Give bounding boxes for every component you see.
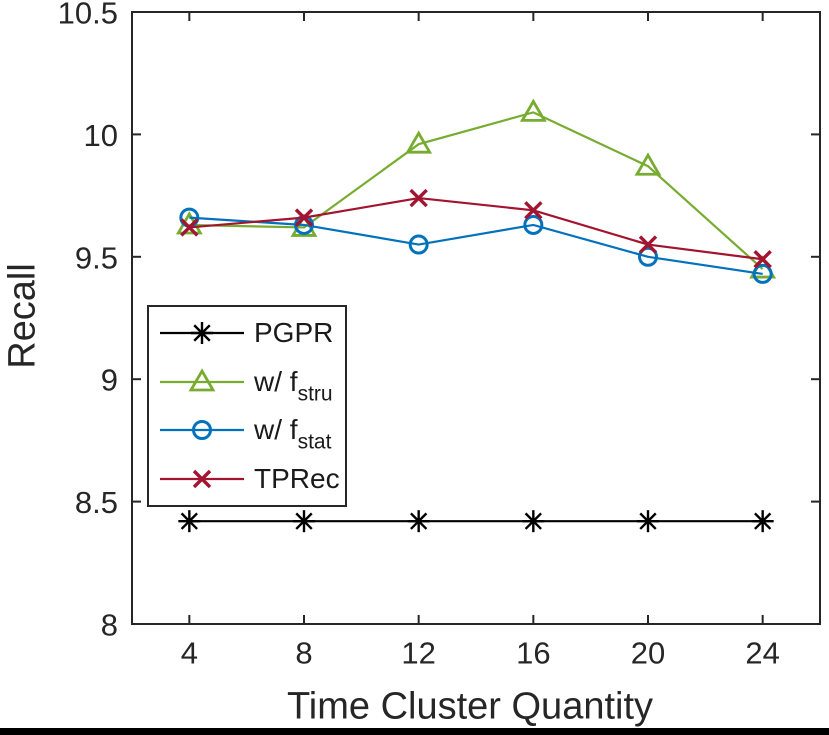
legend-label-w-f-stru: w/ fstru	[254, 365, 333, 406]
legend-item-pgpr: PGPR	[158, 313, 345, 353]
legend-label-w-f-stat: w/ fstat	[254, 414, 332, 454]
y-tick-label: 9.5	[75, 240, 118, 275]
legend-sample-triangle-icon	[160, 367, 244, 392]
legend-sample-x-icon	[160, 469, 244, 488]
legend-item-w-f-stru: w/ fstru	[158, 362, 345, 406]
x-tick-label: 12	[401, 635, 435, 670]
y-tick-label: 10.5	[58, 0, 118, 31]
series-tprec	[180, 188, 772, 269]
y-tick-label: 8	[101, 608, 118, 643]
legend-label-pgpr: PGPR	[254, 317, 334, 349]
x-tick-label: 4	[181, 635, 198, 670]
y-tick-label: 10	[84, 118, 118, 153]
legend-label-tprec: TPRec	[254, 462, 340, 494]
legend-item-tprec: TPRec	[158, 459, 345, 499]
x-axis-label: Time Cluster Quantity	[286, 685, 654, 728]
x-tick-label: 20	[631, 635, 665, 670]
bottom-border-rule	[0, 728, 829, 735]
series-w-f-stru	[175, 98, 777, 279]
y-axis-label: Recall	[1, 263, 44, 369]
y-tick-label: 8.5	[75, 485, 118, 520]
y-tick-label: 9	[101, 363, 118, 398]
legend-sample-circle-icon	[160, 420, 244, 441]
x-tick-label: 8	[295, 635, 312, 670]
legend-sample-asterisk-icon	[160, 322, 244, 345]
x-tick-label: 16	[516, 635, 550, 670]
legend-box: PGPR w/ fstru w/ fstat TPRec	[147, 305, 347, 507]
x-tick-label: 24	[745, 635, 779, 670]
legend-item-w-f-stat: w/ fstat	[158, 410, 345, 454]
series-pgpr	[178, 510, 774, 533]
